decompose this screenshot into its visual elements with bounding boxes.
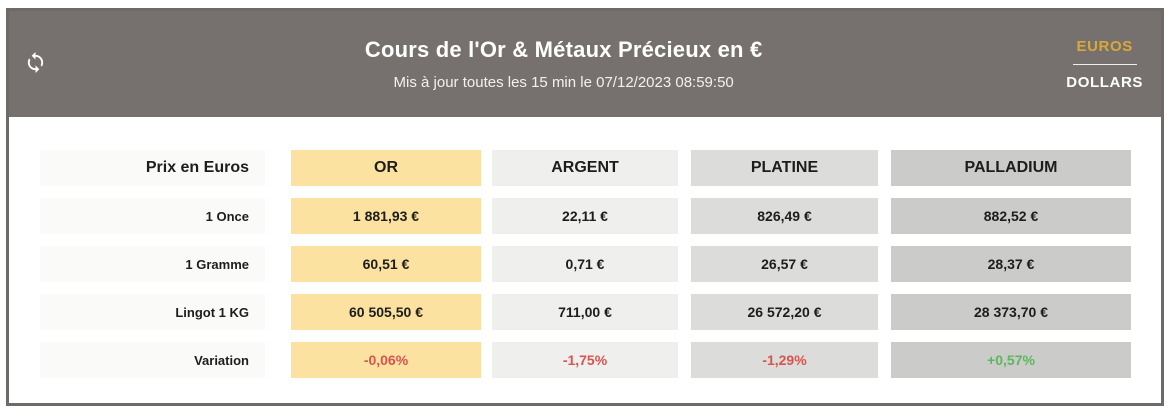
- price-lingot-or: 60 505,50 €: [291, 294, 481, 330]
- price-once-platine: 826,49 €: [691, 198, 878, 234]
- currency-option-euros[interactable]: EUROS: [1076, 37, 1133, 55]
- currency-option-dollars[interactable]: DOLLARS: [1066, 73, 1143, 91]
- prices-table: Prix en Euros OR ARGENT PLATINE PALLADIU…: [9, 117, 1161, 378]
- price-gramme-palladium: 28,37 €: [891, 246, 1131, 282]
- table-header-row: Prix en Euros OR ARGENT PLATINE PALLADIU…: [40, 150, 1161, 186]
- currency-toggle: EUROS DOLLARS: [1066, 38, 1143, 91]
- column-header-platine: PLATINE: [691, 150, 878, 186]
- row-label-lingot: Lingot 1 KG: [40, 294, 265, 330]
- column-header-argent: ARGENT: [492, 150, 678, 186]
- variation-or: -0,06%: [291, 342, 481, 378]
- table-row-once: 1 Once 1 881,93 € 22,11 € 826,49 € 882,5…: [40, 198, 1161, 234]
- table-row-gramme: 1 Gramme 60,51 € 0,71 € 26,57 € 28,37 €: [40, 246, 1161, 282]
- corner-header-prix-en-euros: Prix en Euros: [40, 150, 265, 186]
- column-header-palladium: PALLADIUM: [891, 150, 1131, 186]
- refresh-button[interactable]: [9, 51, 61, 77]
- page-title: Cours de l'Or & Métaux Précieux en €: [364, 37, 763, 62]
- price-lingot-platine: 26 572,20 €: [691, 294, 878, 330]
- variation-palladium: +0,57%: [891, 342, 1131, 378]
- widget-header: Cours de l'Or & Métaux Précieux en € Mis…: [9, 11, 1161, 117]
- price-gramme-argent: 0,71 €: [492, 246, 678, 282]
- table-row-variation: Variation -0,06% -1,75% -1,29% +0,57%: [40, 342, 1161, 378]
- last-updated-text: Mis à jour toutes les 15 min le 07/12/20…: [393, 74, 734, 91]
- metal-prices-widget: Cours de l'Or & Métaux Précieux en € Mis…: [6, 8, 1164, 406]
- row-label-variation: Variation: [40, 342, 265, 378]
- table-row-lingot: Lingot 1 KG 60 505,50 € 711,00 € 26 572,…: [40, 294, 1161, 330]
- price-once-argent: 22,11 €: [492, 198, 678, 234]
- header-titles: Cours de l'Or & Métaux Précieux en € Mis…: [61, 37, 1066, 91]
- column-header-or: OR: [291, 150, 481, 186]
- variation-argent: -1,75%: [492, 342, 678, 378]
- currency-toggle-divider: [1072, 63, 1137, 65]
- price-once-palladium: 882,52 €: [891, 198, 1131, 234]
- price-gramme-platine: 26,57 €: [691, 246, 878, 282]
- variation-platine: -1,29%: [691, 342, 878, 378]
- price-once-or: 1 881,93 €: [291, 198, 481, 234]
- refresh-icon: [24, 51, 47, 77]
- price-gramme-or: 60,51 €: [291, 246, 481, 282]
- row-label-gramme: 1 Gramme: [40, 246, 265, 282]
- row-label-once: 1 Once: [40, 198, 265, 234]
- price-lingot-argent: 711,00 €: [492, 294, 678, 330]
- price-lingot-palladium: 28 373,70 €: [891, 294, 1131, 330]
